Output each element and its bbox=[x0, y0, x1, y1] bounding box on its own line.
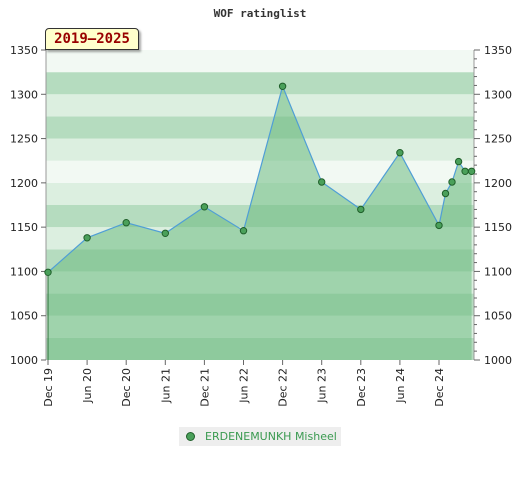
y-tick-label-left: 1000 bbox=[10, 354, 38, 367]
y-tick-label-left: 1100 bbox=[10, 265, 38, 278]
data-point bbox=[441, 189, 450, 198]
y-tick-label-right: 1100 bbox=[484, 265, 512, 278]
x-tick-label: Dec 20 bbox=[120, 368, 133, 407]
background-band bbox=[46, 94, 474, 117]
data-point bbox=[454, 157, 463, 166]
x-tick-label: Dec 23 bbox=[355, 368, 368, 407]
data-point bbox=[83, 234, 91, 242]
legend-marker-icon bbox=[186, 432, 195, 441]
background-band bbox=[46, 138, 474, 161]
y-tick-label-left: 1300 bbox=[10, 88, 38, 101]
y-tick-label-right: 1350 bbox=[484, 44, 512, 57]
data-point bbox=[467, 167, 476, 176]
y-tick-label-right: 1250 bbox=[484, 133, 512, 146]
data-point bbox=[122, 219, 130, 227]
y-tick-label-left: 1150 bbox=[10, 221, 38, 234]
background-band bbox=[46, 72, 474, 95]
data-point bbox=[44, 268, 52, 276]
x-tick-label: Jun 21 bbox=[159, 368, 172, 404]
x-tick-label: Jun 20 bbox=[81, 368, 94, 404]
data-point bbox=[318, 178, 326, 186]
data-point bbox=[396, 149, 404, 157]
y-tick-label-left: 1350 bbox=[10, 44, 38, 57]
chart-legend[interactable]: ERDENEMUNKH Misheel bbox=[179, 427, 341, 446]
rating-area bbox=[48, 86, 472, 361]
y-tick-label-left: 1200 bbox=[10, 177, 38, 190]
data-point bbox=[200, 203, 209, 211]
x-tick-label: Dec 19 bbox=[42, 368, 55, 407]
x-tick-label: Jun 22 bbox=[238, 368, 251, 404]
y-tick-label-right: 1150 bbox=[484, 221, 512, 234]
x-tick-label: Dec 24 bbox=[433, 368, 446, 407]
data-point bbox=[461, 167, 469, 176]
rating-line bbox=[47, 84, 472, 273]
y-tick-label-right: 1050 bbox=[484, 310, 512, 323]
data-point bbox=[278, 82, 287, 91]
period-label: 2019–2025 bbox=[45, 28, 139, 50]
data-point bbox=[357, 205, 365, 214]
y-tick-label-right: 1200 bbox=[484, 177, 512, 190]
x-tick-label: Dec 21 bbox=[198, 368, 211, 407]
background-band bbox=[46, 50, 474, 73]
y-tick-label-right: 1300 bbox=[484, 88, 512, 101]
data-point bbox=[448, 178, 456, 186]
x-tick-label: Dec 22 bbox=[277, 368, 290, 407]
x-tick-label: Jun 24 bbox=[394, 368, 407, 404]
x-tick-label: Jun 23 bbox=[316, 368, 329, 404]
y-tick-label-right: 1000 bbox=[484, 354, 512, 367]
data-point bbox=[161, 229, 170, 238]
data-point bbox=[435, 221, 443, 230]
legend-series-name: ERDENEMUNKH Misheel bbox=[205, 430, 337, 443]
chart-title: WOF ratinglist bbox=[214, 7, 307, 20]
background-band bbox=[46, 116, 474, 139]
y-tick-label-left: 1050 bbox=[10, 310, 38, 323]
data-point bbox=[239, 227, 248, 235]
y-tick-label-left: 1250 bbox=[10, 133, 38, 146]
